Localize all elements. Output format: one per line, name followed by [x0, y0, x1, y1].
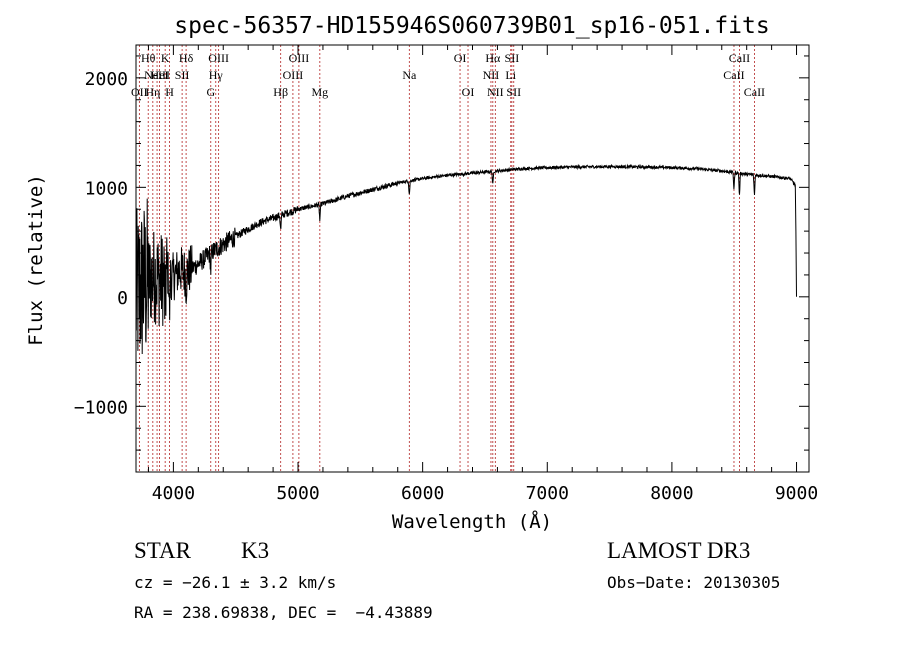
- line-marker-label: CaII: [729, 51, 750, 65]
- spectrum-chart: spec-56357-HD155946S060739B01_sp16-051.f…: [25, 13, 818, 533]
- redshift-readout: cz = −26.1 ± 3.2 km/s: [134, 573, 337, 592]
- line-marker-label: Hα: [485, 51, 501, 65]
- y-tick-label: 1000: [85, 178, 128, 199]
- line-marker-label: OI: [462, 85, 475, 99]
- plot-frame: [135, 44, 810, 473]
- line-marker-label: CaII: [723, 68, 744, 82]
- line-marker-label: Li: [505, 68, 516, 82]
- x-tick-label: 6000: [401, 483, 444, 504]
- line-marker-label: Na: [402, 68, 417, 82]
- line-marker-label: NII: [487, 85, 504, 99]
- line-marker-label: SII: [505, 51, 520, 65]
- x-axis-label: Wavelength (Å): [392, 510, 552, 533]
- line-marker-label: G: [206, 85, 215, 99]
- y-tick-label: 2000: [85, 69, 128, 90]
- chart-title: spec-56357-HD155946S060739B01_sp16-051.f…: [174, 13, 769, 39]
- line-marker-label: SII: [175, 68, 190, 82]
- x-tick-label: 9000: [775, 483, 818, 504]
- line-marker-labels: OIIHθHηNeIIIHeIKHSIIHδGHγOIIIHβOIIIOIIIM…: [131, 51, 765, 99]
- line-marker-label: CaII: [744, 85, 765, 99]
- y-tick-label: −1000: [74, 397, 128, 418]
- line-marker-label: OI: [454, 51, 467, 65]
- line-marker-label: Mg: [311, 85, 328, 99]
- object-subclass: K3: [241, 538, 270, 563]
- y-axis-ticks: −1000 0 1000 2000: [74, 55, 809, 473]
- line-marker-label: H: [165, 85, 174, 99]
- line-marker-label: K: [161, 51, 170, 65]
- x-tick-label: 7000: [526, 483, 569, 504]
- line-marker-label: Hβ: [273, 85, 288, 99]
- line-marker-label: HeI: [151, 68, 169, 82]
- line-markers: [138, 45, 755, 472]
- line-marker-label: OIII: [283, 68, 304, 82]
- obs-date: Obs−Date: 20130305: [607, 573, 781, 592]
- x-axis-ticks: 4000 5000 6000 7000 8000 9000: [147, 45, 818, 504]
- line-marker-label: NeIII: [144, 68, 170, 82]
- line-marker-label: Hδ: [179, 51, 194, 65]
- y-axis-label: Flux (relative): [25, 174, 47, 346]
- line-marker-label: Hγ: [209, 68, 224, 82]
- line-marker-label: SII: [506, 85, 521, 99]
- spectrum-line: [135, 163, 797, 355]
- line-marker-label: NII: [483, 68, 500, 82]
- spectrum-series: [135, 163, 797, 355]
- line-marker-label: OII: [131, 85, 148, 99]
- line-marker-label: Hη: [145, 85, 160, 99]
- x-tick-label: 8000: [650, 483, 693, 504]
- survey-name: LAMOST DR3: [607, 538, 751, 563]
- coordinates: RA = 238.69838, DEC = −4.43889: [134, 603, 433, 622]
- y-tick-label: 0: [117, 288, 128, 309]
- line-marker-label: OIII: [208, 51, 229, 65]
- x-tick-label: 4000: [152, 483, 195, 504]
- object-class: STAR: [134, 538, 191, 563]
- x-tick-label: 5000: [276, 483, 319, 504]
- line-marker-label: Hθ: [141, 51, 156, 65]
- line-marker-label: OIII: [289, 51, 310, 65]
